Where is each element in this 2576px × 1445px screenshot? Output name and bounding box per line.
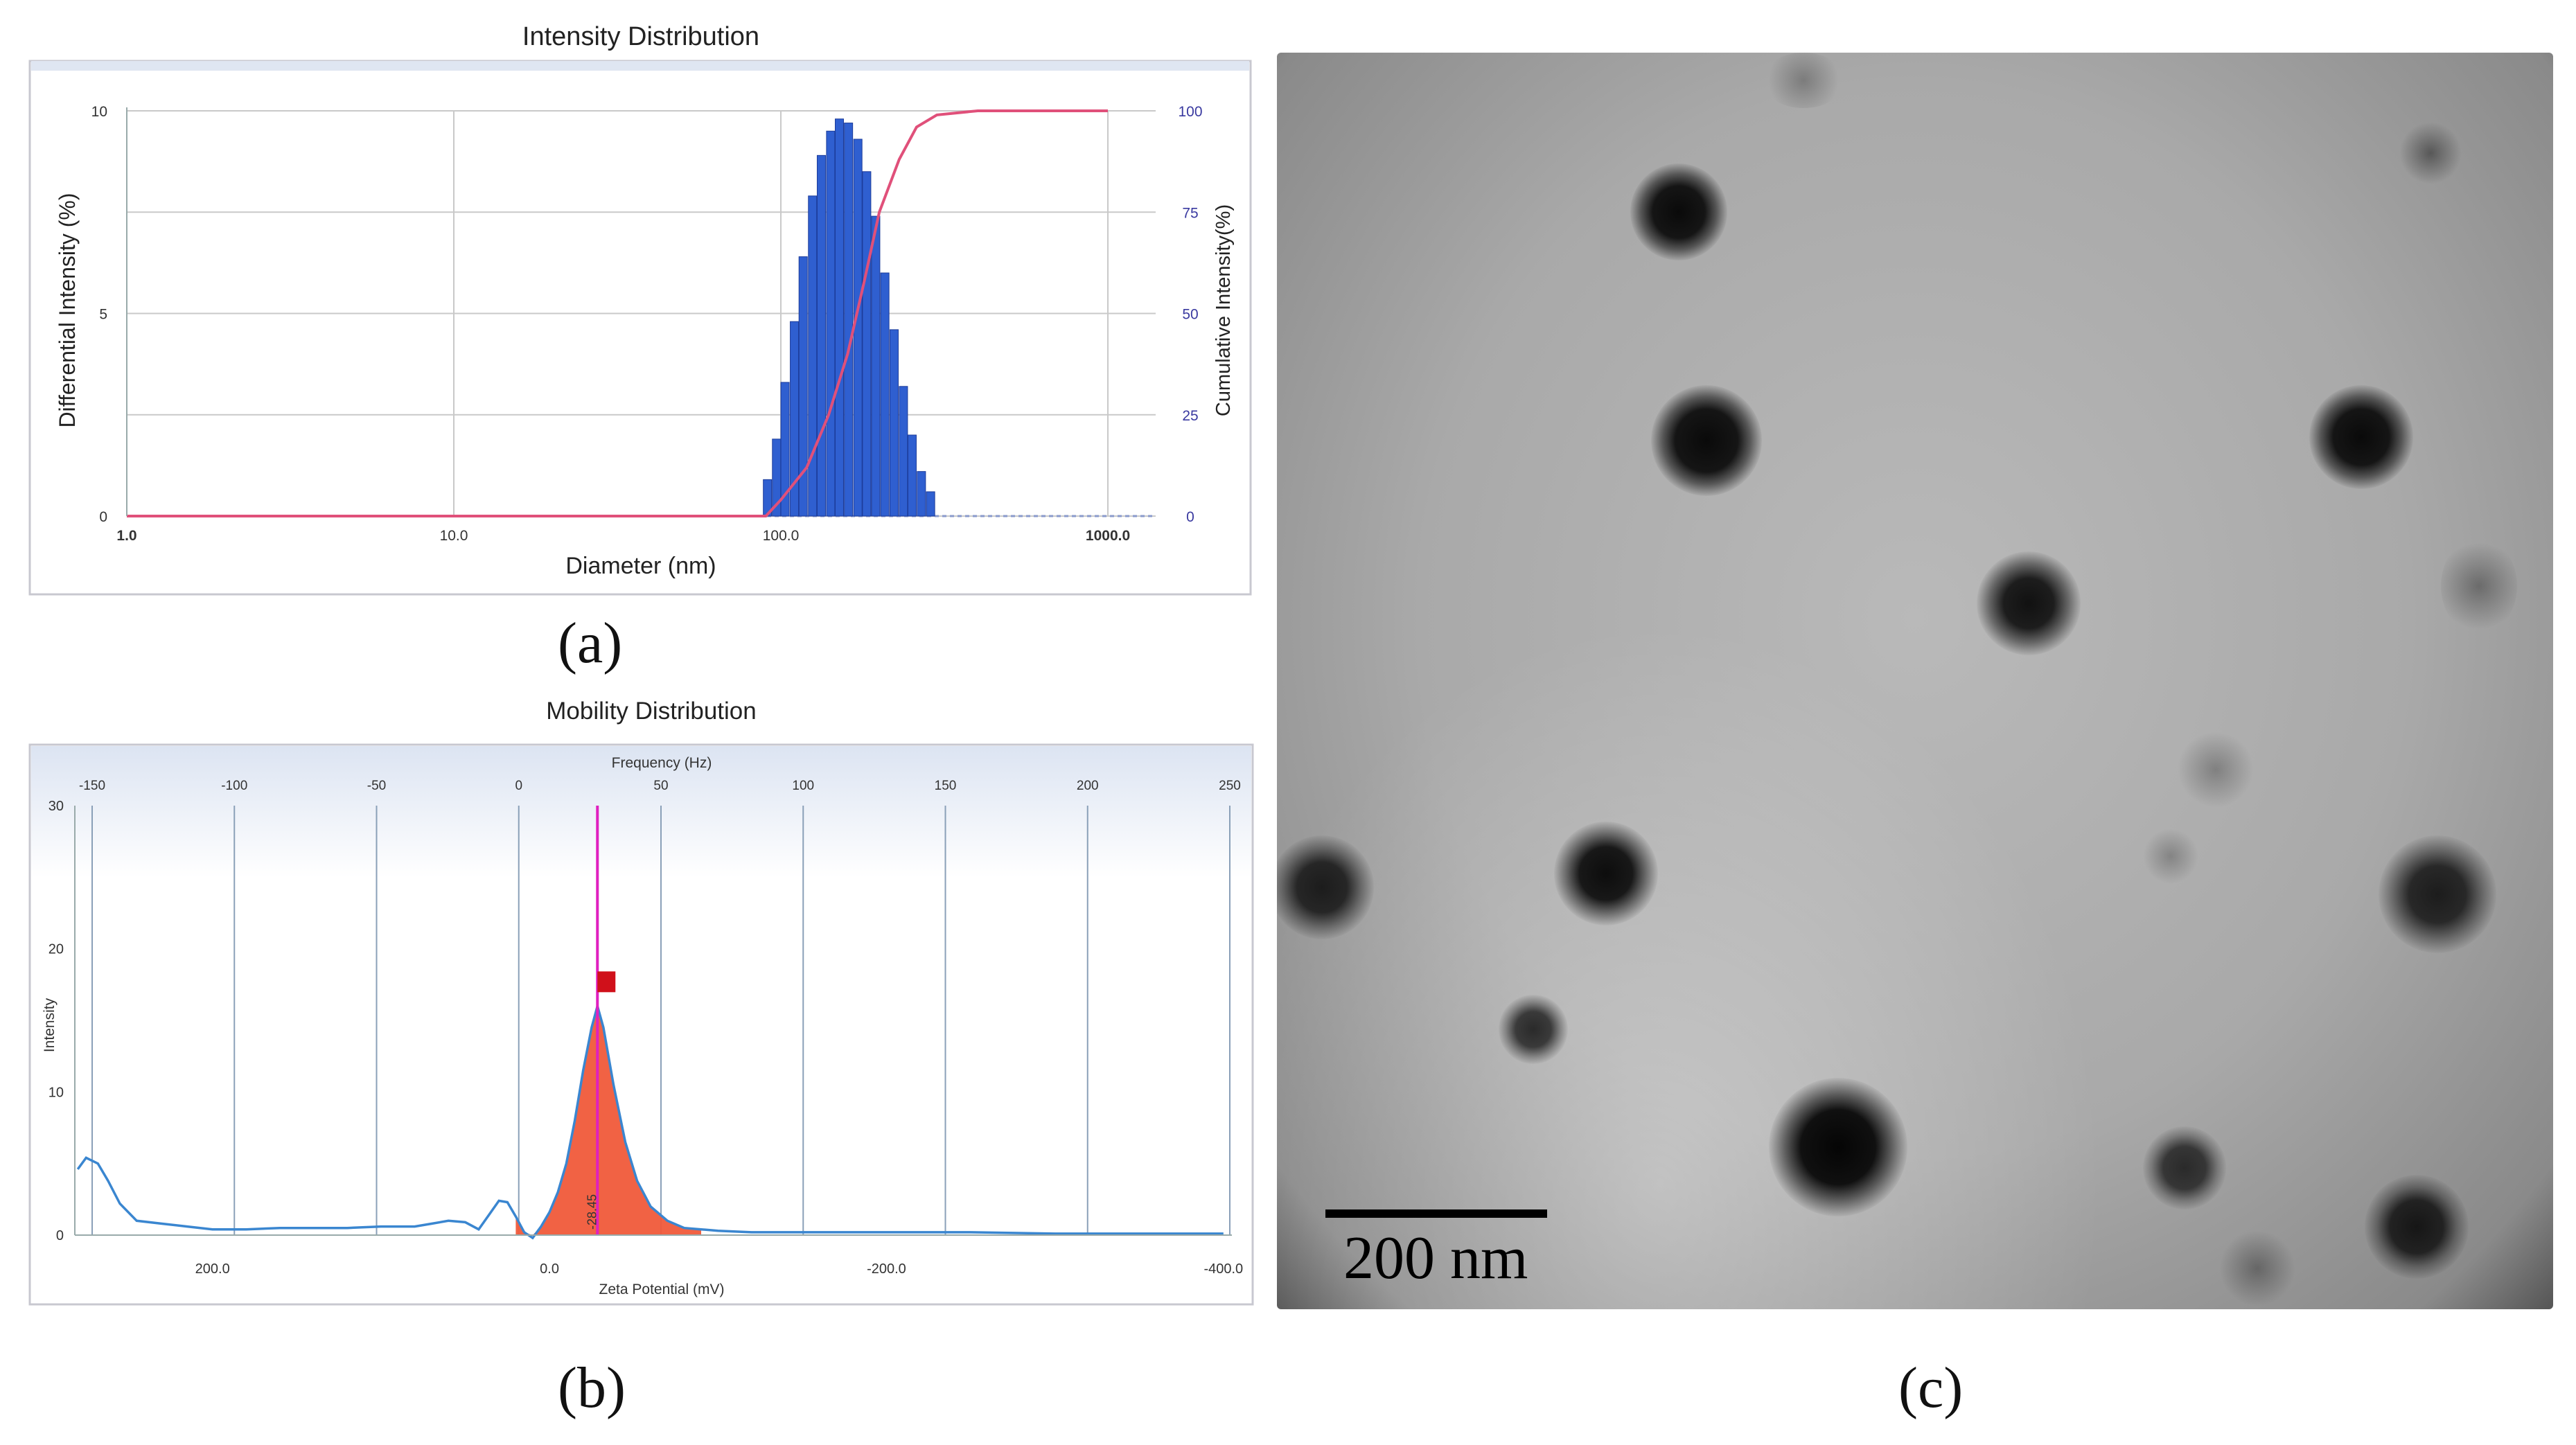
tem-micrograph: 200 nm xyxy=(1277,53,2553,1309)
chart-b-y-axis-label: Intensity xyxy=(42,998,58,1052)
nanoparticle xyxy=(2143,1126,2226,1209)
chart-b-x-axis-label: Zeta Potential (mV) xyxy=(599,1282,725,1297)
chart-a-y2-tick-label: 0 xyxy=(1186,509,1194,525)
nanoparticle xyxy=(2365,1175,2469,1279)
faint-particle xyxy=(2178,732,2254,808)
chart-a-title: Intensity Distribution xyxy=(522,22,759,51)
intensity-distribution-chart: Intensity Distribution 1.0 10.0 100.0 1000.… xyxy=(28,22,1252,596)
faint-particle xyxy=(1762,53,1845,108)
chart-b-top-axis-label: Frequency (Hz) xyxy=(612,755,712,771)
chart-b-x-tick-label: 200.0 xyxy=(195,1261,230,1277)
panel-label-c: (c) xyxy=(1898,1356,1964,1420)
chart-a-cumulative-line xyxy=(127,109,1108,517)
chart-b-y-tick-label: 30 xyxy=(48,799,64,814)
faint-particle xyxy=(2219,1230,2295,1306)
chart-a-frame xyxy=(28,60,1252,596)
chart-a-x-tick-label: 10.0 xyxy=(440,528,468,544)
nanoparticle xyxy=(1977,551,2081,655)
chart-b-x-tick-label: 0.0 xyxy=(540,1261,559,1277)
faint-particle xyxy=(2441,538,2517,635)
chart-b-top-tick-label: 50 xyxy=(653,779,668,793)
nanoparticle xyxy=(2379,835,2496,953)
chart-a-bar xyxy=(826,130,836,517)
chart-b-peak-label: -28.45 xyxy=(585,1194,599,1230)
panel-label-a: (a) xyxy=(558,611,623,675)
chart-a-bar xyxy=(790,321,800,517)
chart-a-bar xyxy=(926,491,935,517)
chart-b-top-tick-label: 100 xyxy=(792,779,814,793)
chart-b-grid xyxy=(91,806,1230,1235)
chart-b-peak-marker xyxy=(597,971,616,993)
chart-a-bar xyxy=(780,382,790,517)
chart-a-y-axis-label: Differential Intensity (%) xyxy=(55,193,80,427)
nanoparticle xyxy=(2309,385,2413,489)
chart-a-y2-tick-label: 50 xyxy=(1182,307,1198,323)
chart-a-bar xyxy=(907,434,917,517)
chart-a-bar xyxy=(917,471,926,517)
chart-a-x-tick-label: 1.0 xyxy=(116,528,136,544)
chart-a-bar xyxy=(816,154,826,517)
chart-a-y2-tick-labels: 0 25 50 75 100 xyxy=(1178,104,1202,525)
nanoparticle xyxy=(1554,822,1658,925)
chart-a-bar xyxy=(871,215,881,517)
chart-a-bar xyxy=(862,171,872,517)
chart-a-y-tick-label: 0 xyxy=(99,509,107,525)
nanoparticle xyxy=(1277,835,1374,939)
chart-a-y-tick-label: 5 xyxy=(99,307,107,323)
chart-b-top-tick-label: 250 xyxy=(1219,779,1241,793)
faint-particle xyxy=(2399,122,2462,184)
chart-a-y2-tick-label: 100 xyxy=(1178,104,1202,120)
chart-b-y-tick-label: 10 xyxy=(48,1085,64,1100)
chart-a-y2-axis-label: Cumulative Intensity(%) xyxy=(1212,204,1235,416)
chart-b-y-tick-labels: 0 10 20 30 xyxy=(48,799,64,1243)
nanoparticle xyxy=(1499,995,1568,1064)
chart-a-bar xyxy=(880,272,890,517)
scale-bar xyxy=(1325,1209,1547,1218)
chart-b-top-tick-label: 150 xyxy=(935,779,957,793)
nanoparticle xyxy=(1769,1078,1907,1216)
chart-a-y2-tick-label: 75 xyxy=(1182,205,1198,221)
chart-a-y2-tick-label: 25 xyxy=(1182,408,1198,424)
chart-a-bar xyxy=(798,256,808,517)
chart-b-top-tick-label: -100 xyxy=(221,779,247,793)
chart-b-top-tick-label: 200 xyxy=(1077,779,1099,793)
chart-a-y-tick-label: 10 xyxy=(91,104,107,120)
chart-a-y-tick-labels: 0 5 10 xyxy=(91,104,107,525)
chart-a-x-tick-label: 100.0 xyxy=(763,528,800,544)
chart-b-top-tick-label: 0 xyxy=(515,779,522,793)
chart-a-bar xyxy=(808,195,818,517)
chart-a-bar xyxy=(899,386,908,517)
chart-b-peak-fill xyxy=(515,1006,701,1235)
chart-b-top-tick-labels: -150 -100 -50 0 50 100 150 200 250 xyxy=(79,779,1241,793)
chart-a-header-strip xyxy=(31,61,1249,71)
chart-a-x-tick-label: 1000.0 xyxy=(1086,528,1130,544)
chart-a-bar xyxy=(844,123,854,517)
chart-b-y-tick-label: 0 xyxy=(56,1228,64,1243)
nanoparticle xyxy=(1630,163,1727,260)
faint-particle xyxy=(2143,828,2198,884)
chart-a-bar xyxy=(834,118,844,517)
chart-b-top-tick-label: -50 xyxy=(367,779,386,793)
scale-bar-label: 200 nm xyxy=(1343,1225,1528,1292)
chart-b-x-tick-labels: 200.0 0.0 -200.0 -400.0 xyxy=(195,1261,1244,1277)
mobility-distribution-chart: Mobility Distribution Frequency (Hz) -15… xyxy=(28,698,1254,1306)
chart-b-top-tick-label: -150 xyxy=(79,779,105,793)
chart-b-x-tick-label: -200.0 xyxy=(867,1261,906,1277)
chart-a-x-axis-label: Diameter (nm) xyxy=(565,553,716,579)
chart-b-title: Mobility Distribution xyxy=(546,698,756,725)
chart-b-x-tick-label: -400.0 xyxy=(1203,1261,1243,1277)
nanoparticle xyxy=(1651,385,1762,496)
chart-a-bars xyxy=(763,118,935,517)
chart-a-x-tick-labels: 1.0 10.0 100.0 1000.0 xyxy=(116,528,1130,544)
panel-label-b: (b) xyxy=(558,1356,626,1420)
chart-a-bar xyxy=(889,329,899,517)
chart-b-y-tick-label: 20 xyxy=(48,942,64,957)
